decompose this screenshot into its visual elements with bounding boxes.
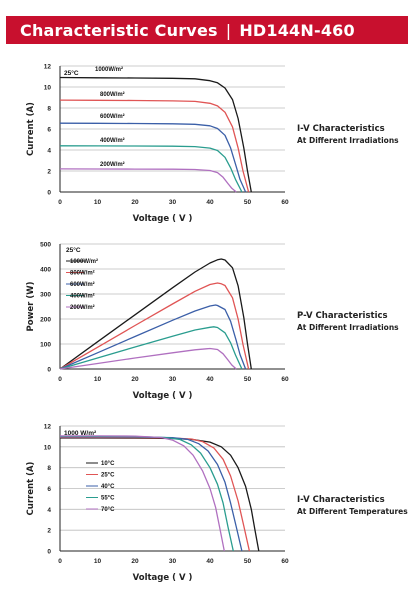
legend-label: 800W/m² <box>70 270 95 277</box>
x-tick-label: 0 <box>58 558 62 565</box>
x-axis-title: Voltage ( V ) <box>133 391 193 401</box>
chart-iv-irradiance: 0 10 20 30 40 50 60 0 2 4 6 8 10 12 Voltage ( V ) Curre… <box>26 64 289 225</box>
legend-label: 10°C <box>101 461 115 467</box>
series-line <box>59 326 243 370</box>
legend-label: 400W/m² <box>100 137 125 144</box>
x-tick-label: 20 <box>131 199 139 206</box>
series-line <box>59 168 237 193</box>
series-line <box>60 436 243 552</box>
legend-label: 800W/m² <box>100 91 125 98</box>
series-line <box>59 145 243 193</box>
side-label-line1: I-V Characteristics <box>297 124 385 134</box>
y-tick-label: 6 <box>47 486 51 493</box>
header-banner: Characteristic Curves | HD144N-460 <box>6 16 408 44</box>
y-tick-label: 500 <box>40 242 51 249</box>
legend-label: 400W/m² <box>70 293 95 300</box>
x-axis-title: Voltage ( V ) <box>133 573 193 583</box>
y-tick-label: 6 <box>47 127 51 134</box>
side-label-line2: At Different Irradiations <box>297 323 399 332</box>
y-axis-title: Current (A) <box>26 102 36 156</box>
legend-label: 25°C <box>101 473 115 479</box>
legend-label: 70°C <box>101 507 115 513</box>
legend-label: 55°C <box>101 496 115 502</box>
x-tick-label: 30 <box>169 558 177 565</box>
x-tick-label: 60 <box>281 376 289 383</box>
x-axis-title: Voltage ( V ) <box>133 214 193 224</box>
y-tick-label: 0 <box>47 190 51 197</box>
y-tick-label: 4 <box>47 507 51 514</box>
chart-annotation: 25°C <box>66 246 81 254</box>
side-label-iv-irradiance: I-V Characteristics At Different Irradia… <box>297 124 412 146</box>
y-axis-title: Current (A) <box>26 461 36 515</box>
side-label-line1: I-V Characteristics <box>297 495 385 505</box>
y-axis-title: Power (W) <box>26 281 36 331</box>
x-tick-label: 40 <box>206 199 214 206</box>
legend-label: 200W/m² <box>70 304 95 311</box>
chart-annotation: 25°C <box>64 69 79 77</box>
series-line <box>59 258 252 370</box>
legend-label: 600W/m² <box>70 281 95 288</box>
x-tick-label: 20 <box>131 558 139 565</box>
x-tick-label: 60 <box>281 558 289 565</box>
y-tick-label: 10 <box>44 444 52 451</box>
x-tick-label: 50 <box>244 199 252 206</box>
series-line <box>59 304 247 370</box>
legend-label: 40°C <box>101 484 115 490</box>
series-line <box>60 435 234 552</box>
series-line <box>59 347 237 370</box>
series-line <box>59 76 252 193</box>
x-tick-label: 10 <box>94 558 102 565</box>
y-tick-label: 2 <box>47 528 51 535</box>
x-tick-label: 10 <box>94 376 102 383</box>
y-tick-label: 2 <box>47 169 51 176</box>
series-line <box>59 99 250 193</box>
legend-label: 200W/m² <box>100 161 125 168</box>
y-tick-label: 4 <box>47 148 51 155</box>
x-tick-label: 40 <box>206 558 214 565</box>
x-tick-label: 20 <box>131 376 139 383</box>
y-tick-label: 300 <box>40 292 51 299</box>
x-tick-label: 50 <box>244 558 252 565</box>
side-label-pv-irradiance: P-V Characteristics At Different Irradia… <box>297 311 412 333</box>
header-model: HD144N-460 <box>239 20 355 40</box>
chart-iv-temperature: 0 10 20 30 40 50 60 0 2 4 6 8 10 12 Voltage ( V ) Curre… <box>26 424 289 584</box>
y-tick-label: 12 <box>44 424 52 431</box>
side-label-iv-temperature: I-V Characteristics At Different Tempera… <box>297 495 412 517</box>
legend-label: 600W/m² <box>100 113 125 120</box>
y-tick-label: 10 <box>44 85 52 92</box>
legend-label: 1000W/m² <box>70 258 98 265</box>
x-tick-label: 0 <box>58 199 62 206</box>
x-tick-label: 40 <box>206 376 214 383</box>
y-tick-label: 12 <box>44 64 52 71</box>
y-tick-label: 400 <box>40 267 51 274</box>
side-label-line1: P-V Characteristics <box>297 311 388 321</box>
header-separator: | <box>225 20 232 40</box>
series-line <box>59 282 250 370</box>
x-tick-label: 10 <box>94 199 102 206</box>
y-tick-label: 200 <box>40 317 51 324</box>
legend-label: 1000W/m² <box>95 66 123 73</box>
y-tick-label: 8 <box>47 465 51 472</box>
x-tick-label: 50 <box>244 376 252 383</box>
x-tick-label: 30 <box>169 199 177 206</box>
chart-pv-irradiance: 0 10 20 30 40 50 60 0 100 200 300 400 500 Voltage ( V… <box>26 242 289 402</box>
y-tick-label: 0 <box>47 367 51 374</box>
x-tick-label: 30 <box>169 376 177 383</box>
chart-annotation: 1000 W/m² <box>64 430 97 437</box>
y-tick-label: 0 <box>47 549 51 556</box>
series-line <box>60 435 225 552</box>
side-label-line2: At Different Irradiations <box>297 136 399 145</box>
side-label-line2: At Different Temperatures <box>297 507 408 516</box>
header-title: Characteristic Curves <box>20 20 218 40</box>
y-tick-label: 100 <box>40 342 51 349</box>
x-tick-label: 0 <box>58 376 62 383</box>
y-tick-label: 8 <box>47 106 51 113</box>
series-line <box>59 122 247 193</box>
x-tick-label: 60 <box>281 199 289 206</box>
